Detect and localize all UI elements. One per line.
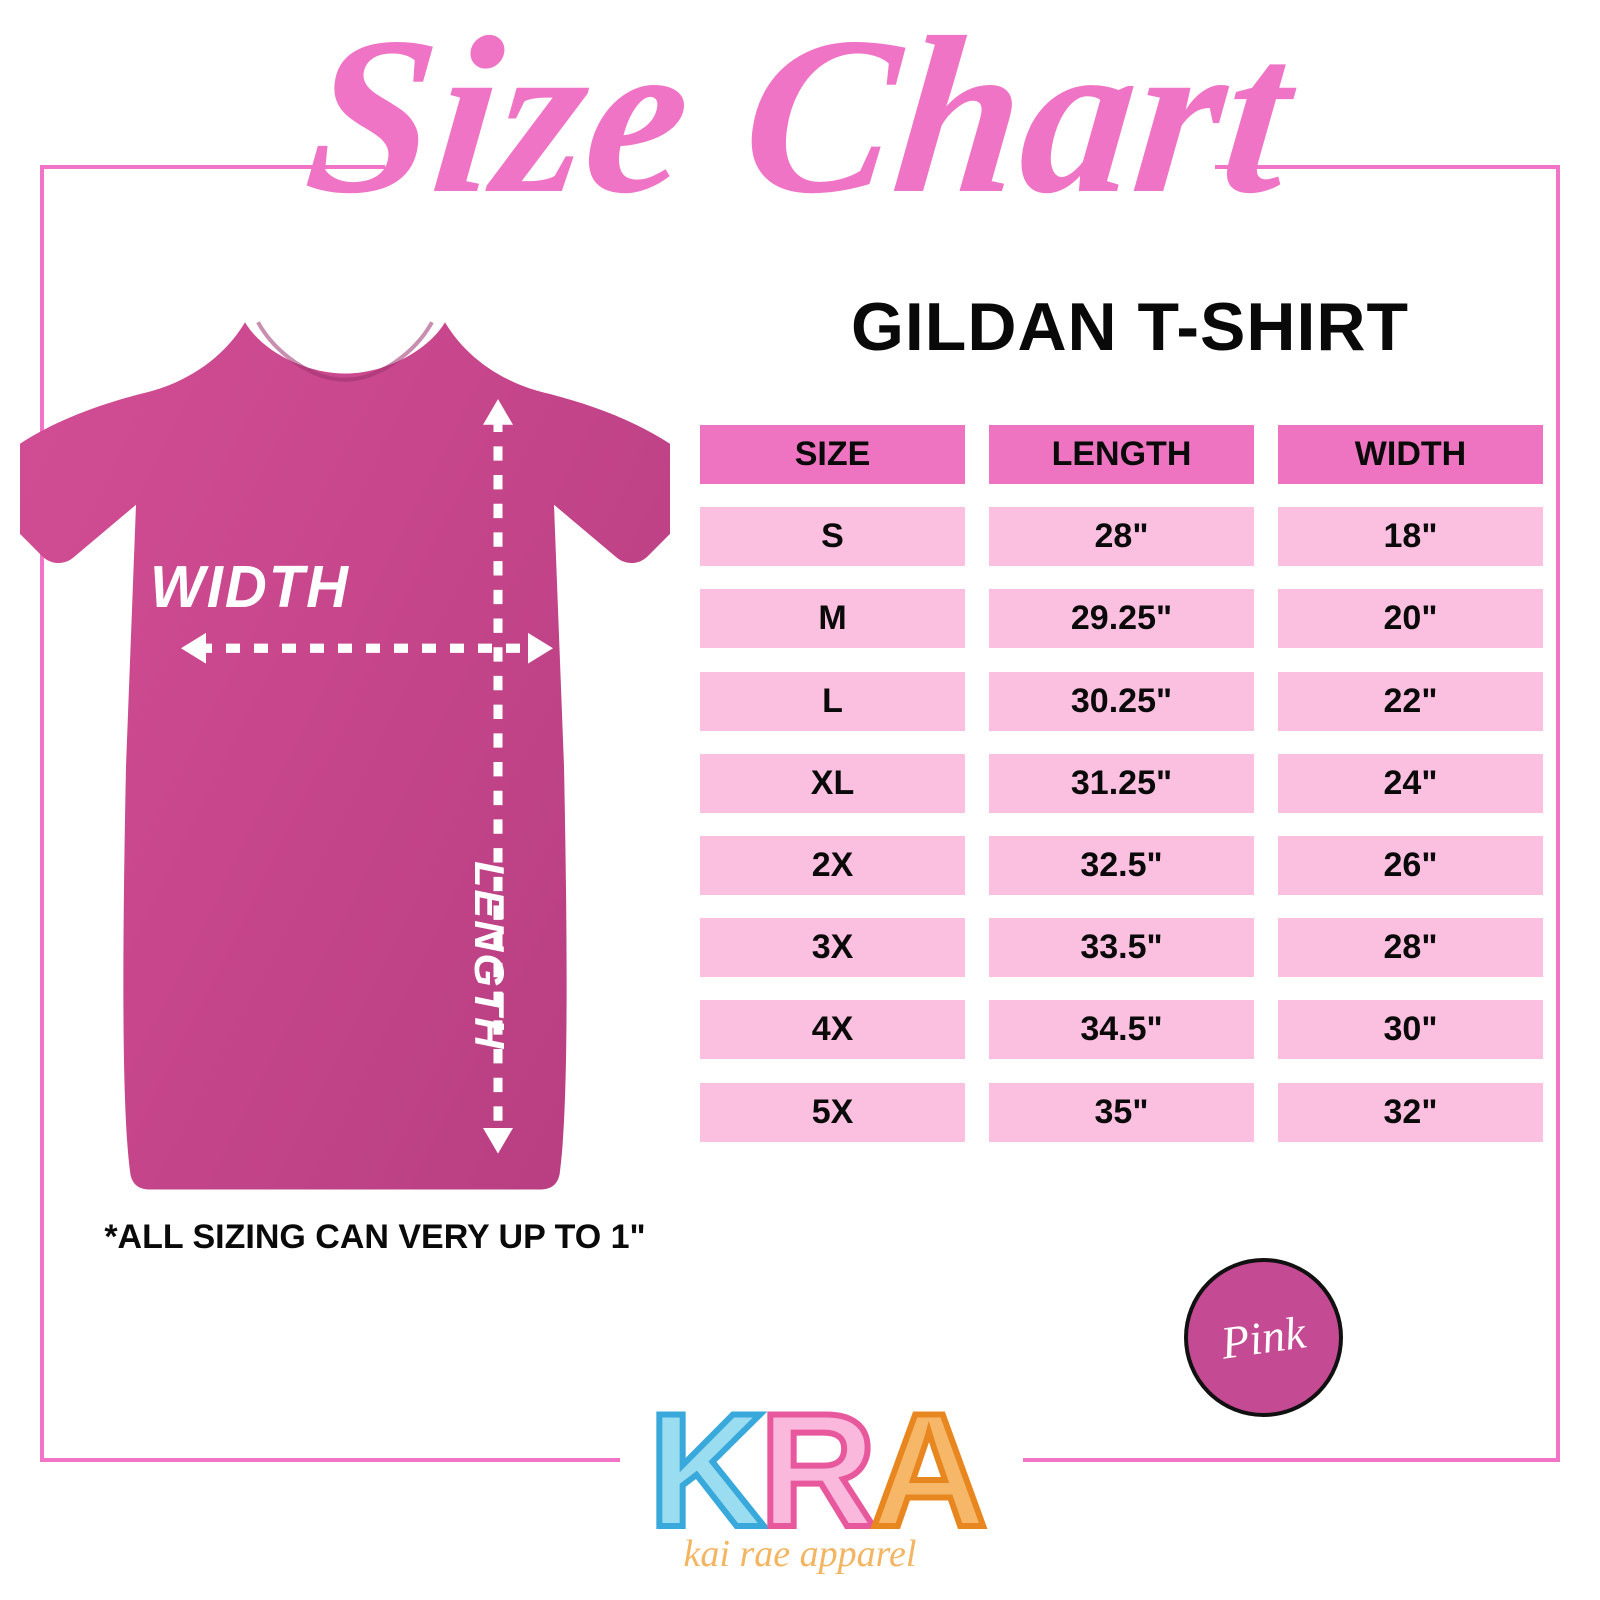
svg-text:WIDTH: WIDTH	[150, 555, 350, 621]
svg-text:LENGTH: LENGTH	[465, 861, 511, 1050]
